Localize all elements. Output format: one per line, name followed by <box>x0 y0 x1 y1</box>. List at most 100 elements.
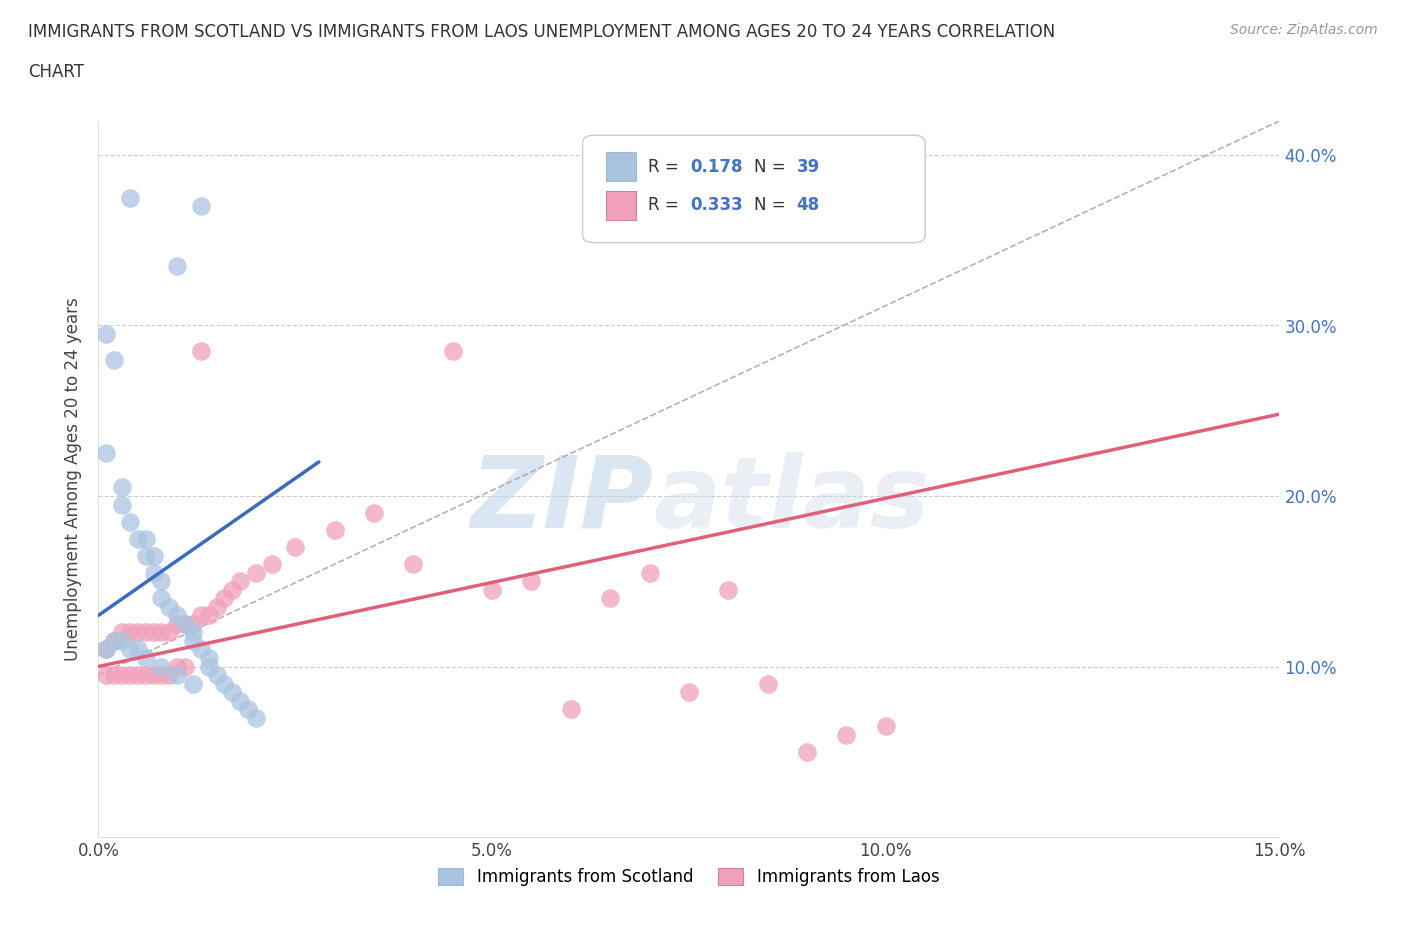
Point <box>560 702 582 717</box>
Text: R =: R = <box>648 158 683 176</box>
Point <box>875 719 897 734</box>
Point <box>150 659 173 674</box>
Point <box>118 514 141 529</box>
FancyBboxPatch shape <box>582 135 925 243</box>
Point <box>111 497 134 512</box>
Point <box>166 608 188 623</box>
Text: atlas: atlas <box>654 452 929 549</box>
Point <box>96 642 118 657</box>
Point <box>205 668 228 683</box>
Point <box>111 625 134 640</box>
Point <box>214 676 236 691</box>
Text: IMMIGRANTS FROM SCOTLAND VS IMMIGRANTS FROM LAOS UNEMPLOYMENT AMONG AGES 20 TO 2: IMMIGRANTS FROM SCOTLAND VS IMMIGRANTS F… <box>28 23 1056 41</box>
Point <box>150 625 173 640</box>
Point <box>111 480 134 495</box>
Point <box>135 668 157 683</box>
Point <box>166 259 188 273</box>
Point <box>363 506 385 521</box>
Point <box>142 565 165 580</box>
Point <box>245 565 267 580</box>
Text: N =: N = <box>754 196 790 215</box>
Point <box>229 693 252 708</box>
Point <box>127 642 149 657</box>
Point <box>127 625 149 640</box>
Point <box>214 591 236 605</box>
Bar <box>606 191 636 219</box>
Point <box>103 633 125 648</box>
Point <box>111 668 134 683</box>
Point <box>96 642 118 657</box>
Point <box>260 557 283 572</box>
Point <box>118 642 141 657</box>
Point <box>174 617 197 631</box>
Text: 39: 39 <box>796 158 820 176</box>
Point <box>135 531 157 546</box>
Point <box>181 625 204 640</box>
Point <box>245 711 267 725</box>
Text: 0.178: 0.178 <box>690 158 742 176</box>
Point <box>103 352 125 367</box>
Point <box>157 668 180 683</box>
Point <box>717 582 740 597</box>
Point <box>150 574 173 589</box>
Point <box>150 591 173 605</box>
Point <box>174 659 197 674</box>
Point <box>142 668 165 683</box>
Point <box>174 617 197 631</box>
Point <box>756 676 779 691</box>
Point <box>103 668 125 683</box>
Point <box>229 574 252 589</box>
Point <box>135 651 157 666</box>
Point <box>118 668 141 683</box>
Point <box>236 702 259 717</box>
Text: R =: R = <box>648 196 683 215</box>
Point <box>190 642 212 657</box>
Text: 0.333: 0.333 <box>690 196 742 215</box>
Text: CHART: CHART <box>28 63 84 81</box>
Point <box>142 549 165 564</box>
Point <box>284 539 307 554</box>
Legend: Immigrants from Scotland, Immigrants from Laos: Immigrants from Scotland, Immigrants fro… <box>432 861 946 893</box>
Text: N =: N = <box>754 158 790 176</box>
Text: Source: ZipAtlas.com: Source: ZipAtlas.com <box>1230 23 1378 37</box>
Point <box>157 600 180 615</box>
Point <box>96 668 118 683</box>
Point <box>96 446 118 461</box>
Point <box>190 608 212 623</box>
Point <box>142 625 165 640</box>
Point <box>181 633 204 648</box>
Point <box>135 549 157 564</box>
Point <box>599 591 621 605</box>
Point <box>221 684 243 699</box>
Point <box>127 531 149 546</box>
Point <box>135 625 157 640</box>
Point <box>441 344 464 359</box>
Point <box>111 633 134 648</box>
Point <box>118 625 141 640</box>
Point <box>197 659 219 674</box>
Point <box>157 625 180 640</box>
Point <box>103 633 125 648</box>
Text: 48: 48 <box>796 196 820 215</box>
Point <box>678 684 700 699</box>
Point <box>197 651 219 666</box>
Point <box>205 600 228 615</box>
Bar <box>606 153 636 181</box>
Point <box>166 659 188 674</box>
Point <box>402 557 425 572</box>
Text: ZIP: ZIP <box>471 452 654 549</box>
Point <box>197 608 219 623</box>
Point <box>150 668 173 683</box>
Point <box>181 617 204 631</box>
Point <box>166 617 188 631</box>
Point <box>638 565 661 580</box>
Point <box>181 676 204 691</box>
Point <box>166 668 188 683</box>
Point <box>520 574 543 589</box>
Point <box>835 727 858 742</box>
Point <box>190 199 212 214</box>
Y-axis label: Unemployment Among Ages 20 to 24 years: Unemployment Among Ages 20 to 24 years <box>65 297 83 661</box>
Point <box>127 668 149 683</box>
Point <box>323 523 346 538</box>
Point <box>481 582 503 597</box>
